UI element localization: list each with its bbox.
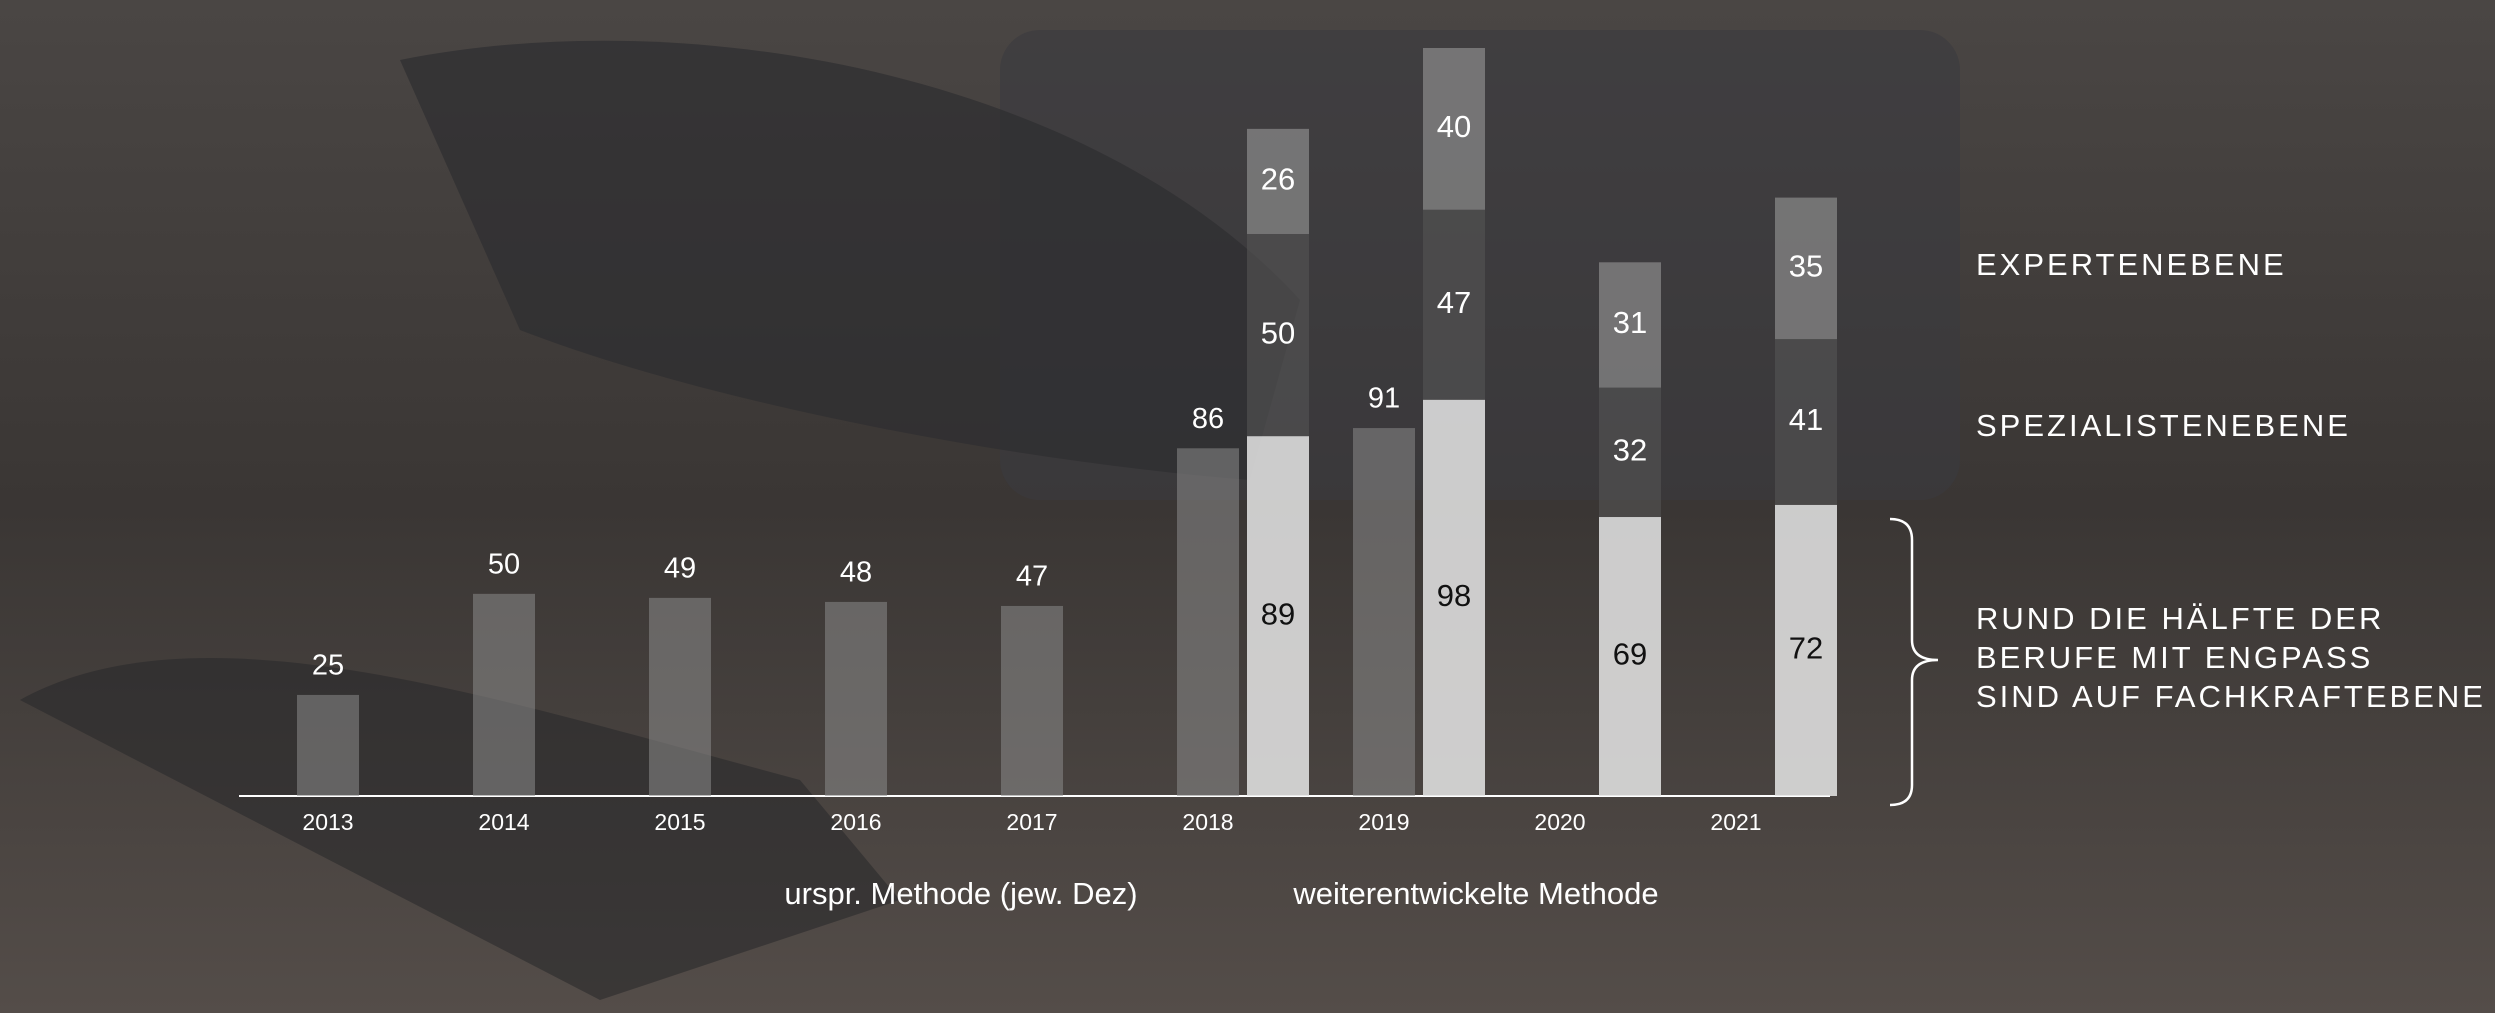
x-tick-label: 2021 bbox=[1710, 809, 1761, 835]
value-label: 86 bbox=[1192, 403, 1224, 435]
stacked-bar bbox=[1775, 339, 1837, 505]
legend-label: SPEZIALISTENEBENE bbox=[1976, 408, 2351, 443]
value-label: 32 bbox=[1613, 433, 1647, 468]
person bbox=[20, 658, 900, 1000]
value-label: 26 bbox=[1261, 162, 1295, 197]
x-tick-label: 2017 bbox=[1006, 809, 1057, 835]
annotation: SIND AUF FACHKRAFTEBENE bbox=[1976, 679, 2486, 714]
value-label: 31 bbox=[1613, 305, 1647, 340]
group-label: weiterentwickelte Methode bbox=[1292, 876, 1658, 911]
stacked-bar bbox=[1247, 128, 1309, 234]
value-label: 49 bbox=[664, 553, 696, 585]
value-label: 50 bbox=[1261, 315, 1295, 350]
value-label: 69 bbox=[1613, 637, 1647, 672]
group-label: urspr. Methode (jew. Dez) bbox=[784, 876, 1137, 911]
value-label: 91 bbox=[1368, 383, 1400, 415]
stacked-bar bbox=[1599, 262, 1661, 388]
value-label: 35 bbox=[1789, 249, 1823, 284]
value-label: 48 bbox=[840, 557, 872, 589]
bar bbox=[1177, 448, 1239, 796]
x-tick-label: 2015 bbox=[654, 809, 705, 835]
x-tick-label: 2019 bbox=[1358, 809, 1409, 835]
x-tick-label: 2014 bbox=[478, 809, 529, 835]
x-tick-label: 2013 bbox=[302, 809, 353, 835]
stacked-bar bbox=[1775, 504, 1837, 796]
bar bbox=[649, 597, 711, 796]
person-body bbox=[400, 40, 1300, 480]
bar bbox=[1353, 428, 1415, 796]
legend-label: EXPERTENEBENE bbox=[1976, 247, 2287, 282]
value-label: 98 bbox=[1437, 578, 1471, 613]
annotation: RUND DIE HÄLFTE DER bbox=[1976, 601, 2384, 636]
stacked-bar bbox=[1599, 517, 1661, 796]
stacked-bar bbox=[1775, 197, 1837, 340]
bar bbox=[297, 694, 359, 796]
value-label: 72 bbox=[1789, 631, 1823, 666]
x-tick-label: 2020 bbox=[1534, 809, 1585, 835]
annotation: BERUFE MIT ENGPASS bbox=[1976, 640, 2373, 675]
stacked-bar bbox=[1423, 48, 1485, 210]
x-tick-label: 2016 bbox=[830, 809, 881, 835]
plot: 2013 25 2014 50 2015 49 2016 48 2017 47 2018 86 89 50… bbox=[239, 48, 2486, 911]
value-label: 40 bbox=[1437, 109, 1471, 144]
bar bbox=[473, 593, 535, 796]
bar bbox=[1001, 605, 1063, 796]
value-label: 89 bbox=[1261, 596, 1295, 631]
value-label: 25 bbox=[312, 650, 344, 682]
stacked-bar bbox=[1247, 436, 1309, 796]
value-label: 41 bbox=[1789, 402, 1823, 437]
bracket bbox=[1889, 517, 1939, 807]
stacked-bar bbox=[1247, 233, 1309, 437]
value-label: 47 bbox=[1437, 285, 1471, 320]
stacked-bar bbox=[1423, 399, 1485, 796]
stacked-bar bbox=[1423, 209, 1485, 400]
x-tick-label: 2018 bbox=[1182, 809, 1233, 835]
bar bbox=[825, 601, 887, 796]
value-label: 50 bbox=[488, 548, 520, 580]
stacked-bar bbox=[1599, 387, 1661, 518]
value-label: 47 bbox=[1016, 561, 1048, 593]
